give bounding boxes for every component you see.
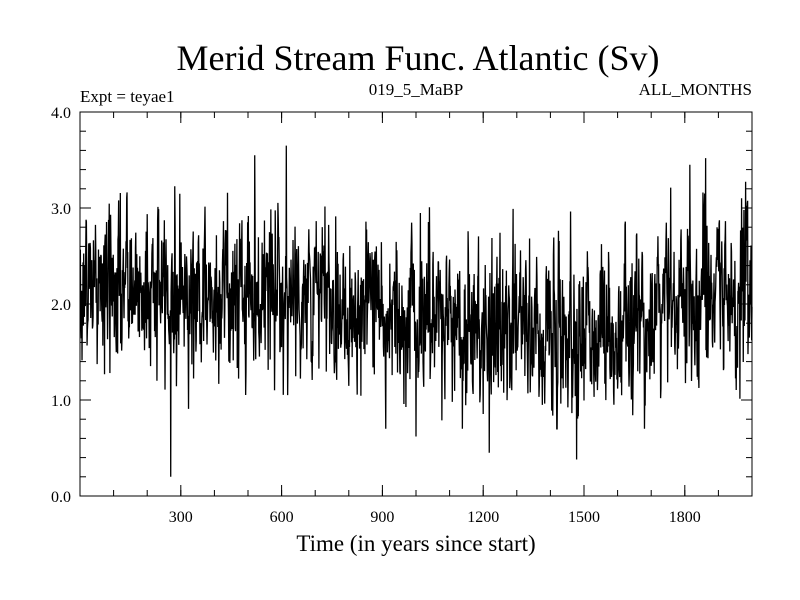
y-tick-label: 2.0 [51, 297, 71, 314]
y-tick-label: 4.0 [51, 105, 71, 122]
subtitle-months: ALL_MONTHS [639, 80, 752, 99]
x-tick-label: 600 [270, 509, 294, 526]
data-layer [79, 145, 753, 477]
y-tick-label: 1.0 [51, 393, 71, 410]
chart-title: Merid Stream Func. Atlantic (Sv) [177, 38, 660, 78]
x-axis-label: Time (in years since start) [296, 531, 535, 556]
x-tick-label: 1500 [568, 509, 600, 526]
y-tick-label: 0.0 [51, 489, 71, 506]
axis-layer: 300 600 900 1200 1500 1800 0.0 1.0 2.0 3.0 4.0 [51, 105, 752, 526]
series-line [79, 145, 753, 477]
y-tick-label: 3.0 [51, 201, 71, 218]
x-tick-label: 900 [370, 509, 394, 526]
plot-frame [79, 111, 753, 497]
x-tick-label: 300 [169, 509, 193, 526]
subtitle-experiment: Expt = teyae1 [80, 87, 175, 106]
x-tick-label: 1800 [669, 509, 701, 526]
x-tick-label: 1200 [467, 509, 499, 526]
subtitle-period: 019_5_MaBP [369, 80, 463, 99]
